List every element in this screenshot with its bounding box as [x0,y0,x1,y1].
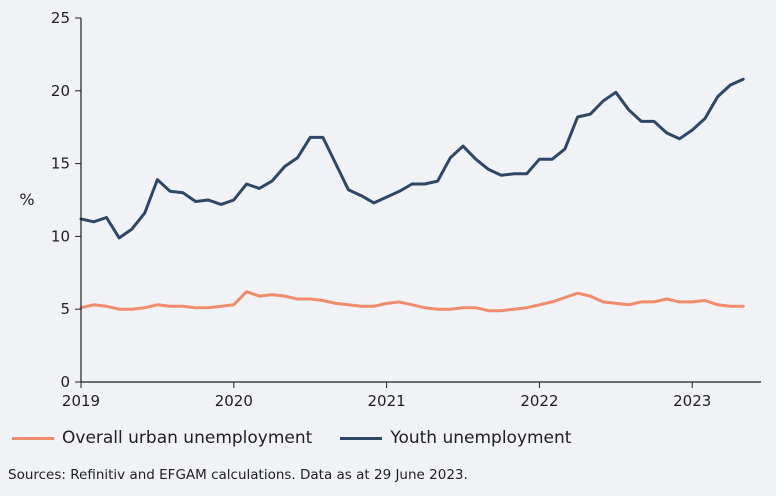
y-tick-label: 10 [51,227,70,245]
legend-item-youth: Youth unemployment [340,428,571,448]
series-line-youth [79,77,745,240]
series-line-overall-urban [79,290,745,313]
y-axis-label: % [19,190,34,209]
y-axis-ticks: 0 5 10 15 20 25 [51,9,81,391]
x-axis-ticks: 2019 2020 2021 2022 2023 [62,382,711,410]
line-chart: 0 5 10 15 20 25 2019 2020 2021 2022 2023 % [19,9,761,410]
source-note: Sources: Refinitiv and EFGAM calculation… [8,467,468,483]
x-tick-label: 2023 [673,392,711,410]
axes [80,18,761,383]
x-tick-label: 2022 [520,392,558,410]
y-tick-label: 15 [51,155,70,173]
legend-item-overall-urban: Overall urban unemployment [12,428,312,448]
legend-label-overall-urban: Overall urban unemployment [62,428,313,448]
legend-label-youth: Youth unemployment [390,428,572,448]
y-tick-label: 5 [60,300,70,318]
y-tick-label: 25 [51,9,70,27]
series-lines [79,77,745,313]
legend-swatch-youth [340,436,383,440]
y-tick-label: 20 [51,82,70,100]
x-tick-label: 2021 [368,392,406,410]
legend: Overall urban unemployment Youth unemplo… [12,428,599,448]
x-tick-label: 2019 [62,392,100,410]
legend-swatch-overall-urban [12,436,54,440]
x-tick-label: 2020 [215,392,253,410]
y-tick-label: 0 [60,373,70,391]
